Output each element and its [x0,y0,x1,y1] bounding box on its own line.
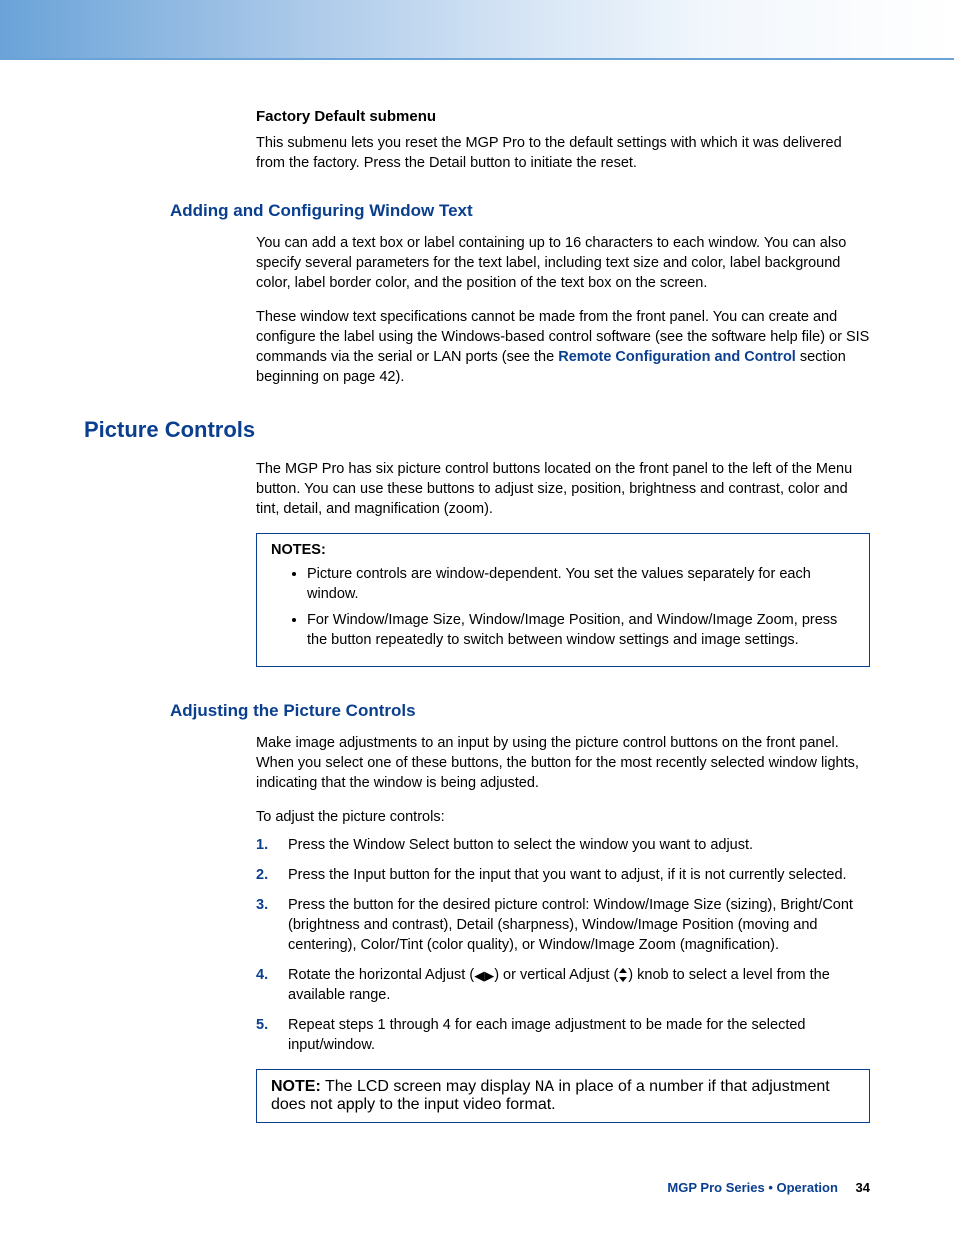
list-item: For Window/Image Size, Window/Image Posi… [307,610,855,650]
body-window-text: You can add a text box or label containi… [256,233,870,387]
list-item: 1. Press the Window Select button to sel… [256,835,870,855]
section-adjusting: Adjusting the Picture Controls [170,701,870,721]
list-item: 3. Press the button for the desired pict… [256,895,870,955]
link-remote-config[interactable]: Remote Configuration and Control [558,349,796,365]
footer-label: MGP Pro Series • Operation [667,1180,837,1195]
body-picture-controls: The MGP Pro has six picture control butt… [256,459,870,667]
note-box: NOTE: The LCD screen may display NA in p… [256,1069,870,1123]
note-lead: NOTE: [271,1078,321,1095]
h4-factory-default: Factory Default submenu [256,108,870,125]
notes-title: NOTES: [271,542,855,558]
section-picture-controls: Picture Controls [84,417,870,443]
body-adjusting: Make image adjustments to an input by us… [256,733,870,1123]
h3-adjusting: Adjusting the Picture Controls [170,701,870,721]
para: To adjust the picture controls: [256,807,870,827]
text: ) or vertical Adjust ( [494,967,618,983]
step-text: Press the button for the desired picture… [288,895,870,955]
header-band [0,0,954,60]
page: Factory Default submenu This submenu let… [0,0,954,1235]
step-number: 3. [256,895,276,955]
h3-window-text: Adding and Configuring Window Text [170,201,870,221]
step-text: Press the Window Select button to select… [288,835,870,855]
steps-list: 1. Press the Window Select button to sel… [256,835,870,1055]
section-factory-default: Factory Default submenu [256,108,870,125]
list-item: 4. Rotate the horizontal Adjust (◀▶) or … [256,965,870,1005]
step-text: Press the Input button for the input tha… [288,865,870,885]
step-text: Rotate the horizontal Adjust (◀▶) or ver… [288,965,870,1005]
list-item: 5. Repeat steps 1 through 4 for each ima… [256,1015,870,1055]
step-number: 2. [256,865,276,885]
para: The MGP Pro has six picture control butt… [256,459,870,519]
para: This submenu lets you reset the MGP Pro … [256,133,870,173]
para: You can add a text box or label containi… [256,233,870,293]
step-number: 5. [256,1015,276,1055]
para-with-link: These window text specifications cannot … [256,307,870,387]
h2-picture-controls: Picture Controls [84,417,870,443]
step-number: 1. [256,835,276,855]
para: Make image adjustments to an input by us… [256,733,870,793]
notes-box: NOTES: Picture controls are window-depen… [256,533,870,667]
text: The LCD screen may display [321,1078,535,1095]
code-na: NA [535,1078,554,1096]
page-footer: MGP Pro Series • Operation 34 [667,1180,870,1195]
page-number: 34 [856,1180,870,1195]
list-item: 2. Press the Input button for the input … [256,865,870,885]
notes-list: Picture controls are window-dependent. Y… [271,564,855,650]
body-factory-default: This submenu lets you reset the MGP Pro … [256,133,870,173]
section-window-text: Adding and Configuring Window Text [170,201,870,221]
page-content: Factory Default submenu This submenu let… [0,60,954,1123]
text: Rotate the horizontal Adjust ( [288,967,474,983]
horizontal-arrows-icon: ◀▶ [474,969,494,982]
vertical-arrows-icon [618,968,628,982]
list-item: Picture controls are window-dependent. Y… [307,564,855,604]
step-number: 4. [256,965,276,1005]
step-text: Repeat steps 1 through 4 for each image … [288,1015,870,1055]
